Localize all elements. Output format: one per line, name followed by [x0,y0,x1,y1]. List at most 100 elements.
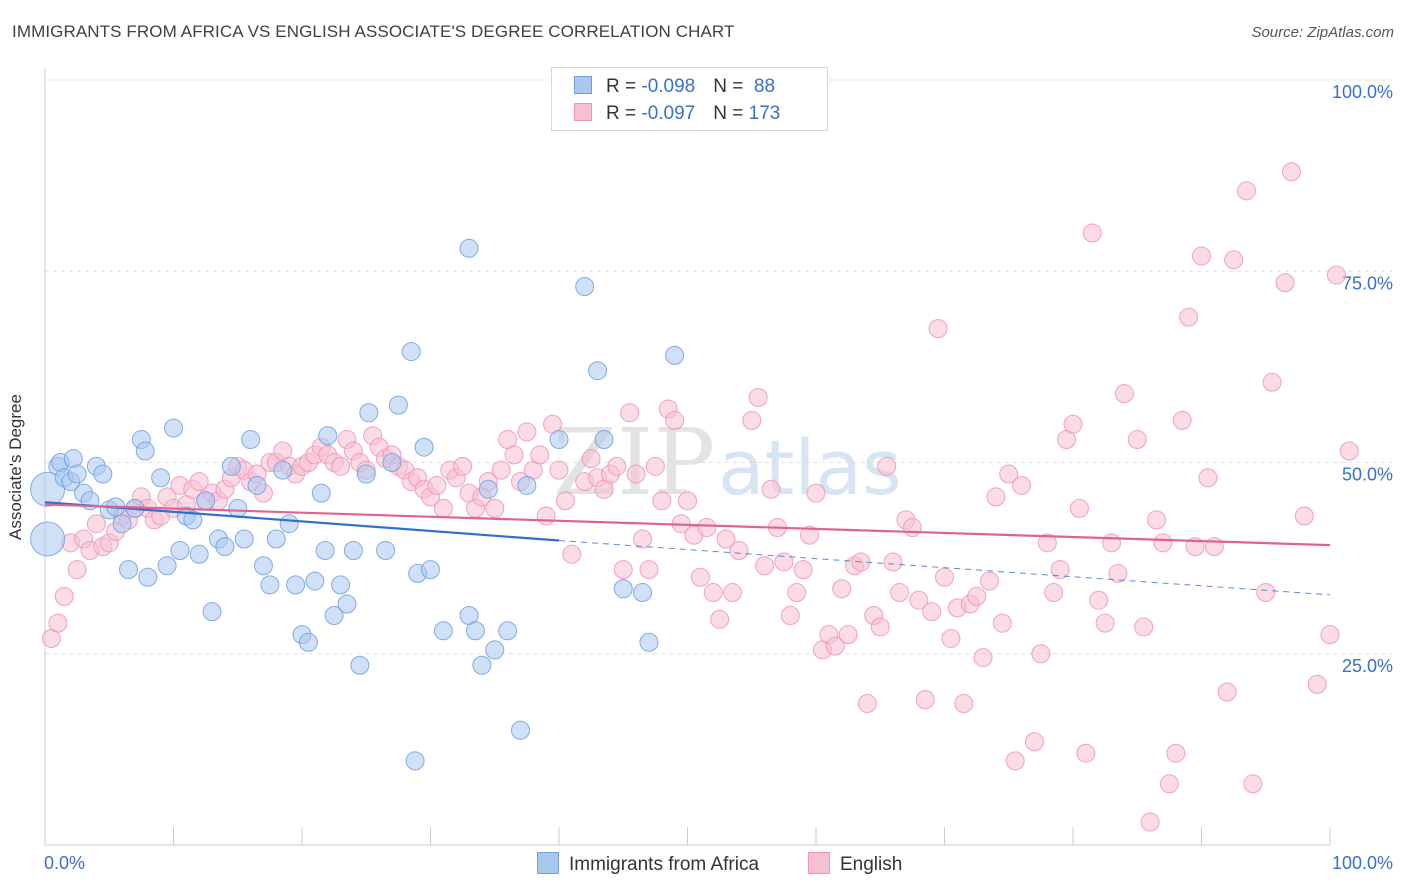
english-point [941,628,961,648]
english-point [774,552,794,572]
english-point [1172,410,1192,430]
legend-row-english: R = -0.097 N = 173 [574,103,780,125]
english-point [331,456,351,476]
africa-point [324,606,344,625]
africa-point [376,540,396,560]
english-point [780,606,800,625]
legend-swatch-english [574,103,592,121]
english-point [729,540,749,560]
english-point [986,487,1006,507]
r-value-africa: -0.098 [641,76,696,97]
n-value-english: 173 [748,103,781,124]
africa-point [613,579,633,599]
english-point [652,491,672,511]
africa-point [401,342,421,362]
english-point [1102,533,1122,553]
africa-point [67,464,87,484]
english-point [536,506,556,526]
africa-point [273,460,293,480]
english-point [1159,774,1179,794]
english-point [787,583,807,603]
africa-point [517,475,537,495]
english-point [1140,812,1160,832]
english-point [1012,475,1032,495]
english-point [1166,743,1186,763]
english-point [1320,625,1340,645]
africa-point [421,560,440,580]
africa-point [112,514,132,534]
english-point [620,403,640,423]
english-point [800,525,820,545]
africa-point [639,632,659,652]
english-point [1262,372,1282,392]
english-point [1082,223,1102,243]
english-point [1076,743,1096,763]
english-point [427,475,447,495]
y-tick-label: 75.0% [1342,273,1393,293]
africa-point [665,345,685,365]
africa-point [350,655,370,675]
y-axis-label: Associate's Degree [6,394,25,540]
english-point [1179,307,1199,327]
english-point [857,693,877,713]
english-point [890,583,910,603]
english-point [1326,265,1346,285]
english-trend-line [44,503,1331,547]
english-point [935,567,954,587]
english-point [1050,560,1070,580]
africa-point [414,437,434,457]
africa-point [465,621,485,641]
english-point [581,449,601,469]
africa-point [311,483,331,503]
english-point [825,636,845,656]
english-point [626,464,646,484]
english-point [1127,430,1147,450]
africa-point [433,621,453,641]
africa-point [247,475,267,495]
english-point [1095,613,1115,633]
english-point [909,590,929,610]
english-point [793,560,813,580]
english-point [1256,583,1276,603]
english-point [517,422,537,442]
bottom-legend-english-label: English [840,854,903,875]
english-point [678,491,697,511]
english-point [645,456,665,476]
bottom-legend-africa-label: Immigrants from Africa [569,854,760,875]
africa-point [202,602,222,622]
africa-point [594,430,614,450]
english-point [877,456,897,476]
africa-point [472,655,492,675]
english-point [491,460,511,480]
english-point [555,491,575,511]
bottom-swatch-english [808,852,830,874]
english-point [189,472,209,492]
africa-point [138,567,158,587]
x-tick-label: 0.0% [44,853,85,873]
english-point [748,387,768,407]
africa-point [337,594,357,614]
n-label-english: N = [713,103,749,124]
english-point [883,552,903,572]
africa-point [221,456,241,476]
africa-point [196,491,216,511]
legend-row-africa: R = -0.098 N = 88 [574,76,775,98]
english-point [710,609,730,629]
africa-point [459,238,479,258]
x-tick-label: 100.0% [1332,853,1393,873]
africa-point [478,479,498,499]
chart-title: IMMIGRANTS FROM AFRICA VS ENGLISH ASSOCI… [12,22,735,41]
africa-point [135,441,155,461]
english-point [613,560,633,580]
english-point [549,460,569,480]
english-point [1089,590,1109,610]
africa-point [260,575,280,595]
english-point [1185,537,1205,557]
english-point [902,518,922,538]
bottom-legend-english: English [808,852,902,876]
africa-point [241,430,261,450]
english-point [1037,533,1057,553]
africa-point [215,537,235,557]
english-point [755,556,775,576]
